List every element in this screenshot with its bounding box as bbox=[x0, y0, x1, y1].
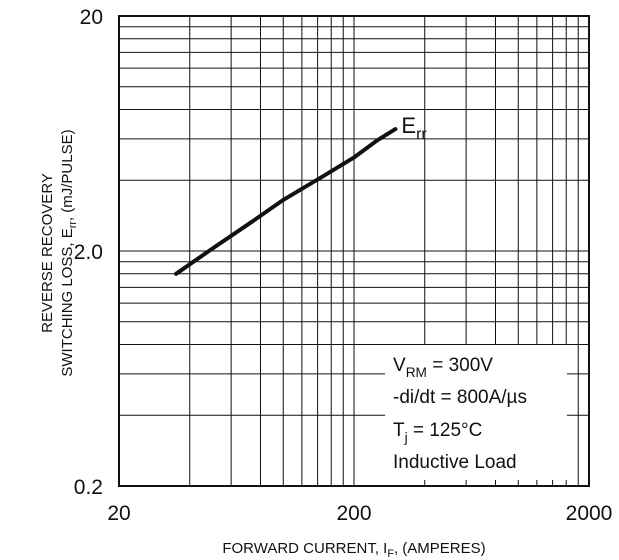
y-tick-label: 20 bbox=[80, 6, 103, 29]
series-label-err: Err bbox=[401, 113, 427, 143]
x-tick-label: 2000 bbox=[566, 502, 613, 525]
annotation-background bbox=[385, 345, 567, 480]
y-axis-label-line2: SWITCHING LOSS, Err, (mJ/PULSE) bbox=[59, 129, 79, 376]
tick-labels: 20 200 2000 20 2.0 0.2 bbox=[74, 6, 613, 525]
y-tick-label: 2.0 bbox=[74, 241, 103, 264]
x-tick-label: 20 bbox=[107, 502, 130, 525]
series-line-err bbox=[174, 127, 398, 276]
annotation-line-3: Tj = 125°C bbox=[393, 420, 482, 445]
x-axis-label: FORWARD CURRENT, IF, (AMPERES) bbox=[222, 540, 485, 560]
y-tick-label: 0.2 bbox=[74, 476, 103, 499]
annotation-line-4: Inductive Load bbox=[393, 452, 517, 473]
annotation-line-2: -di/dt = 800A/µs bbox=[393, 387, 527, 408]
annotation-box: VRM = 300V -di/dt = 800A/µs Tj = 125°C I… bbox=[385, 345, 567, 480]
y-axis-label-line1: REVERSE RECOVERY bbox=[39, 173, 56, 333]
annotation-line-1: VRM = 300V bbox=[393, 355, 493, 380]
plot-frame bbox=[118, 15, 590, 487]
x-tick-label: 200 bbox=[336, 502, 371, 525]
